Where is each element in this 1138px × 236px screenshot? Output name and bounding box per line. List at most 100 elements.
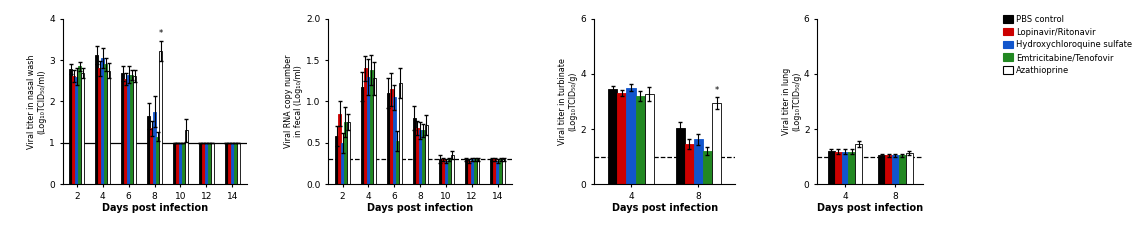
Bar <box>451 155 454 184</box>
Bar <box>127 75 130 184</box>
Bar <box>133 76 137 184</box>
Bar <box>396 141 398 184</box>
Bar <box>75 77 79 184</box>
Bar <box>107 71 110 184</box>
Bar <box>398 83 402 184</box>
Bar <box>147 116 150 184</box>
Bar <box>361 87 364 184</box>
Bar <box>156 137 159 184</box>
Bar <box>225 143 228 184</box>
Bar <box>464 159 468 184</box>
Bar <box>445 161 447 184</box>
Bar <box>502 159 505 184</box>
Bar <box>182 143 185 184</box>
Bar <box>201 143 205 184</box>
Bar <box>105 64 107 184</box>
Legend: PBS control, Lopinavir/Ritonavir, Hydroxychloroquine sulfate, Emtricitabine/Teno: PBS control, Lopinavir/Ritonavir, Hydrox… <box>1003 15 1132 75</box>
Bar <box>644 94 653 184</box>
Bar <box>608 89 617 184</box>
Bar <box>211 143 214 184</box>
Bar <box>413 118 415 184</box>
Bar <box>79 66 81 184</box>
Bar <box>154 112 156 184</box>
Bar <box>370 70 373 184</box>
Bar <box>855 144 861 184</box>
Bar <box>69 69 73 184</box>
Bar <box>130 75 133 184</box>
Bar <box>906 153 913 184</box>
Bar <box>341 143 344 184</box>
Bar <box>364 68 366 184</box>
Y-axis label: Viral titer in turbinate
(Log₁₀TCID₅₀/g): Viral titer in turbinate (Log₁₀TCID₅₀/g) <box>559 58 578 145</box>
X-axis label: Days post infection: Days post infection <box>611 203 718 214</box>
Bar <box>150 128 154 184</box>
Bar <box>338 114 341 184</box>
Bar <box>703 151 712 184</box>
Bar <box>848 152 855 184</box>
Bar <box>468 161 470 184</box>
Bar <box>500 159 502 184</box>
Bar <box>179 143 182 184</box>
Bar <box>233 143 237 184</box>
Bar <box>173 143 176 184</box>
Bar <box>422 130 424 184</box>
Bar <box>496 161 500 184</box>
X-axis label: Days post infection: Days post infection <box>817 203 923 214</box>
Bar <box>899 155 906 184</box>
Bar <box>96 55 98 184</box>
Bar <box>879 155 885 184</box>
Bar <box>185 130 188 184</box>
Bar <box>366 77 370 184</box>
Bar <box>424 125 428 184</box>
Bar <box>205 143 208 184</box>
Bar <box>442 159 445 184</box>
Bar <box>228 143 231 184</box>
Bar <box>685 144 694 184</box>
Bar <box>231 143 233 184</box>
Bar <box>199 143 201 184</box>
Bar <box>347 122 351 184</box>
X-axis label: Days post infection: Days post infection <box>101 203 207 214</box>
Bar <box>470 159 473 184</box>
Bar <box>447 159 451 184</box>
Bar <box>827 151 834 184</box>
Bar <box>98 68 101 184</box>
Bar <box>841 152 848 184</box>
Bar <box>834 152 841 184</box>
Y-axis label: Viral titer in nasal wash
(Log₁₀TCID₅₀/ml): Viral titer in nasal wash (Log₁₀TCID₅₀/m… <box>27 54 47 149</box>
Bar <box>393 97 396 184</box>
Bar <box>176 143 179 184</box>
Bar <box>387 93 390 184</box>
Bar <box>415 128 419 184</box>
Bar <box>885 155 892 184</box>
Bar <box>419 130 422 184</box>
Bar <box>438 159 442 184</box>
Bar <box>635 96 644 184</box>
Bar <box>237 143 240 184</box>
Text: *: * <box>158 29 163 38</box>
Bar <box>81 73 84 184</box>
Bar <box>676 128 685 184</box>
Bar <box>124 79 127 184</box>
Bar <box>712 103 721 184</box>
Bar <box>892 155 899 184</box>
Bar <box>477 159 479 184</box>
Bar <box>694 139 703 184</box>
Bar <box>473 159 477 184</box>
Y-axis label: Viral RNA copy number
in fecal (Log₁₀/ml): Viral RNA copy number in fecal (Log₁₀/ml… <box>284 55 304 148</box>
Bar <box>617 93 626 184</box>
Bar <box>335 136 338 184</box>
Bar <box>101 58 105 184</box>
Bar <box>490 159 494 184</box>
Bar <box>122 73 124 184</box>
Bar <box>344 122 347 184</box>
Bar <box>373 78 376 184</box>
Text: *: * <box>715 86 719 95</box>
X-axis label: Days post infection: Days post infection <box>368 203 473 214</box>
Bar <box>159 51 162 184</box>
Bar <box>494 159 496 184</box>
Bar <box>73 76 75 184</box>
Y-axis label: Viral titer in lung
(Log₁₀TCID₅₀/g): Viral titer in lung (Log₁₀TCID₅₀/g) <box>782 68 801 135</box>
Bar <box>390 89 393 184</box>
Bar <box>208 143 211 184</box>
